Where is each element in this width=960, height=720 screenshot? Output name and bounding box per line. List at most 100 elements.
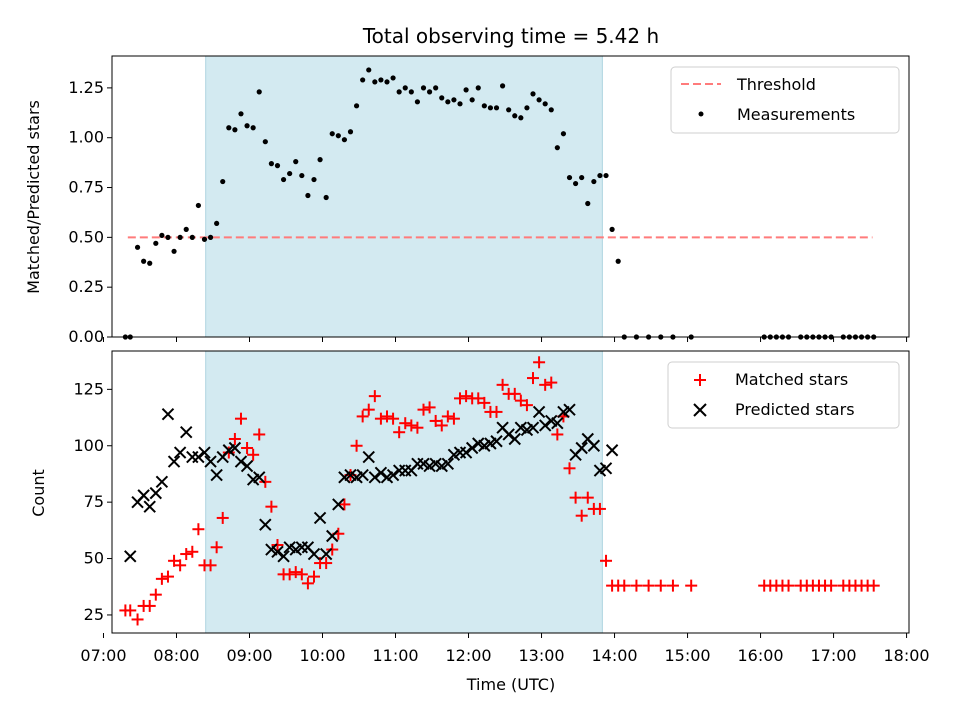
measurement-point — [147, 260, 153, 266]
marker-stroke — [587, 439, 601, 452]
measurement-point — [572, 180, 579, 187]
measurement-point — [207, 234, 214, 240]
measurement-point — [390, 75, 396, 81]
matched-star-marker — [569, 491, 582, 504]
measurement-point — [439, 95, 445, 101]
predicted-star-marker — [332, 498, 345, 511]
matched-star-marker — [192, 523, 205, 536]
predicted-star-marker — [538, 419, 552, 432]
predicted-star-marker — [368, 471, 382, 484]
matched-star-marker — [539, 378, 552, 391]
x-tick-label: 15:00 — [664, 646, 710, 665]
marker-stroke — [277, 550, 290, 563]
marker-stroke — [386, 468, 400, 482]
matched-star-marker — [393, 426, 406, 439]
matched-star-marker — [210, 541, 223, 554]
count-legend: Matched stars Predicted stars — [667, 361, 900, 429]
matched-star-marker — [454, 392, 467, 405]
matched-star-marker — [600, 554, 613, 567]
marker-stroke — [362, 450, 375, 464]
marker-stroke — [538, 419, 552, 432]
predicted-star-marker — [307, 547, 321, 561]
matched-legend-swatch — [694, 374, 706, 386]
measurement-point — [244, 123, 250, 129]
y-axis-label-count: Count — [29, 469, 48, 517]
matched-star-marker — [186, 545, 199, 558]
measurement-point — [384, 79, 390, 85]
predicted-star-marker — [259, 518, 272, 531]
matched-star-marker — [685, 579, 698, 592]
predicted-star-marker — [490, 435, 503, 448]
measurement-point — [280, 176, 287, 183]
measurement-point — [493, 105, 500, 111]
predicted-star-marker — [356, 468, 369, 482]
matched-star-marker — [630, 579, 643, 592]
measurement-point — [347, 129, 354, 135]
matched-star-marker — [307, 570, 320, 583]
matched-star-marker — [247, 448, 260, 461]
matched-star-marker — [666, 579, 679, 592]
matched-star-marker — [399, 417, 412, 430]
marker-stroke — [173, 446, 187, 459]
matched-star-marker — [168, 554, 181, 567]
marker-stroke — [204, 455, 217, 468]
marker-stroke — [240, 459, 254, 473]
measurement-point — [299, 172, 305, 179]
predicted-star-marker — [180, 426, 193, 439]
matched-star-marker — [520, 399, 533, 412]
count-plot-frame — [111, 350, 910, 634]
predicted-star-marker — [277, 550, 290, 563]
x-tick-label: 13:00 — [518, 646, 564, 665]
marker-stroke — [332, 498, 345, 511]
legend-box — [667, 361, 900, 429]
matched-star-marker — [508, 387, 521, 400]
marker-stroke — [356, 468, 369, 482]
marker-stroke — [271, 545, 284, 558]
matched-star-marker — [581, 491, 594, 504]
marker-stroke — [253, 471, 266, 484]
measurement-points — [122, 67, 877, 340]
x-tick-label: 12:00 — [445, 646, 491, 665]
predicted-star-marker — [599, 462, 613, 475]
measurements-legend-label: Measurements — [737, 105, 855, 124]
predicted-star-marker — [605, 444, 619, 457]
matched-star-marker — [825, 579, 838, 592]
measurement-point — [141, 258, 147, 264]
x-tick-label: 11:00 — [372, 646, 418, 665]
matched-star-marker — [387, 412, 400, 425]
predicted-star-marker — [149, 486, 163, 500]
matched-star-marker — [435, 419, 448, 432]
marker-stroke — [496, 421, 509, 434]
predicted-star-marker — [143, 500, 156, 513]
marker-stroke — [301, 541, 315, 554]
matched-star-marker — [478, 396, 491, 409]
x-tick-label: 16:00 — [737, 646, 783, 665]
measurement-point — [287, 170, 293, 177]
x-tick-label: 14:00 — [591, 646, 637, 665]
marker-stroke — [265, 543, 278, 556]
matched-star-marker — [441, 410, 454, 423]
measurement-point — [530, 91, 536, 97]
matched-star-marker — [533, 356, 546, 369]
measurement-point — [177, 234, 183, 240]
predicted-star-marker — [271, 545, 284, 558]
matched-star-markers — [119, 356, 880, 626]
matched-star-marker — [563, 462, 576, 475]
matched-star-marker — [180, 548, 193, 561]
marker-stroke — [210, 468, 223, 482]
x-ticks-time: 07:00 08:00 09:00 10:00 11:00 12:00 13:00 14:00… — [80, 633, 930, 665]
measurement-point — [238, 111, 244, 117]
measurement-point — [220, 178, 226, 185]
marker-stroke — [368, 471, 382, 484]
marker-stroke — [374, 466, 388, 480]
measurement-point — [408, 89, 414, 95]
y-tick-label: 0.50 — [68, 227, 104, 246]
marker-stroke — [551, 416, 564, 430]
predicted-star-marker — [563, 403, 576, 416]
predicted-star-marker — [186, 450, 199, 464]
marker-stroke — [137, 489, 150, 502]
matched-star-marker — [472, 392, 485, 405]
measurement-point — [396, 89, 402, 95]
matched-star-marker — [228, 432, 241, 445]
predicted-star-marker — [326, 529, 339, 543]
